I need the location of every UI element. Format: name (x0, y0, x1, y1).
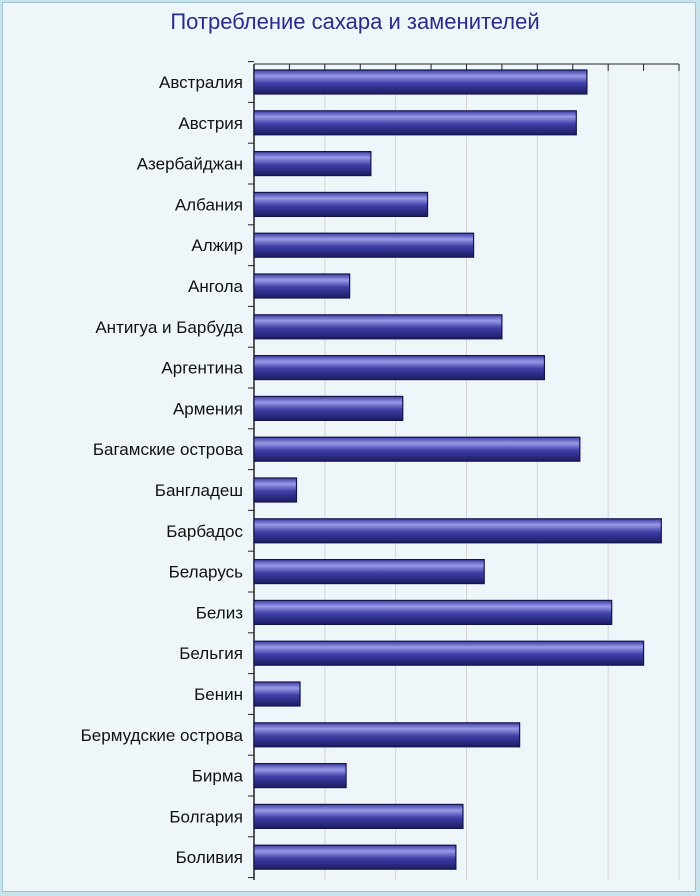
bar (253, 477, 298, 503)
category-label: Алжир (191, 236, 243, 255)
category-label: Белиз (196, 603, 243, 622)
bar (253, 395, 404, 421)
category-label: Барбадос (166, 522, 243, 541)
category-label: Беларусь (169, 563, 243, 582)
bar (253, 273, 351, 299)
bar (253, 314, 503, 340)
bar (253, 844, 457, 870)
bar (253, 558, 485, 585)
bars (253, 69, 662, 870)
bar (253, 722, 521, 748)
bar (253, 151, 372, 177)
bar (253, 110, 577, 136)
category-labels: Австралия Австрия Азербайджан Албания Алжир А… (81, 73, 244, 867)
category-label: Австрия (178, 114, 243, 133)
bar (253, 69, 588, 95)
category-label: Азербайджан (137, 155, 243, 174)
category-label: Бермудские острова (81, 726, 244, 745)
bar (253, 599, 613, 626)
category-label: Армения (173, 399, 243, 418)
bar (253, 681, 301, 707)
bar (253, 640, 645, 666)
category-label: Ангола (188, 277, 244, 296)
bar (253, 762, 347, 789)
category-label: Бангладеш (155, 481, 243, 500)
category-label: Австралия (159, 73, 243, 92)
category-label: Албания (175, 195, 243, 214)
bar (253, 355, 546, 381)
category-label: Багамские острова (93, 440, 244, 459)
category-label: Бельгия (179, 644, 243, 663)
bar (253, 518, 662, 544)
chart-title: Потребление сахара и заменителей (170, 9, 539, 34)
category-label: Антигуа и Барбуда (95, 318, 243, 337)
bar (253, 191, 429, 217)
axis (248, 61, 680, 880)
bar (253, 803, 464, 830)
category-label: Бенин (194, 685, 243, 704)
category-label: Боливия (176, 848, 243, 867)
category-label: Бирма (192, 767, 244, 786)
bar (253, 232, 475, 258)
bar (253, 436, 581, 462)
category-label: Болгария (169, 807, 243, 826)
bar-chart: Потребление сахара и заменителей Австрал… (81, 9, 680, 880)
grid-lines (324, 64, 680, 880)
category-label: Аргентина (161, 359, 243, 378)
